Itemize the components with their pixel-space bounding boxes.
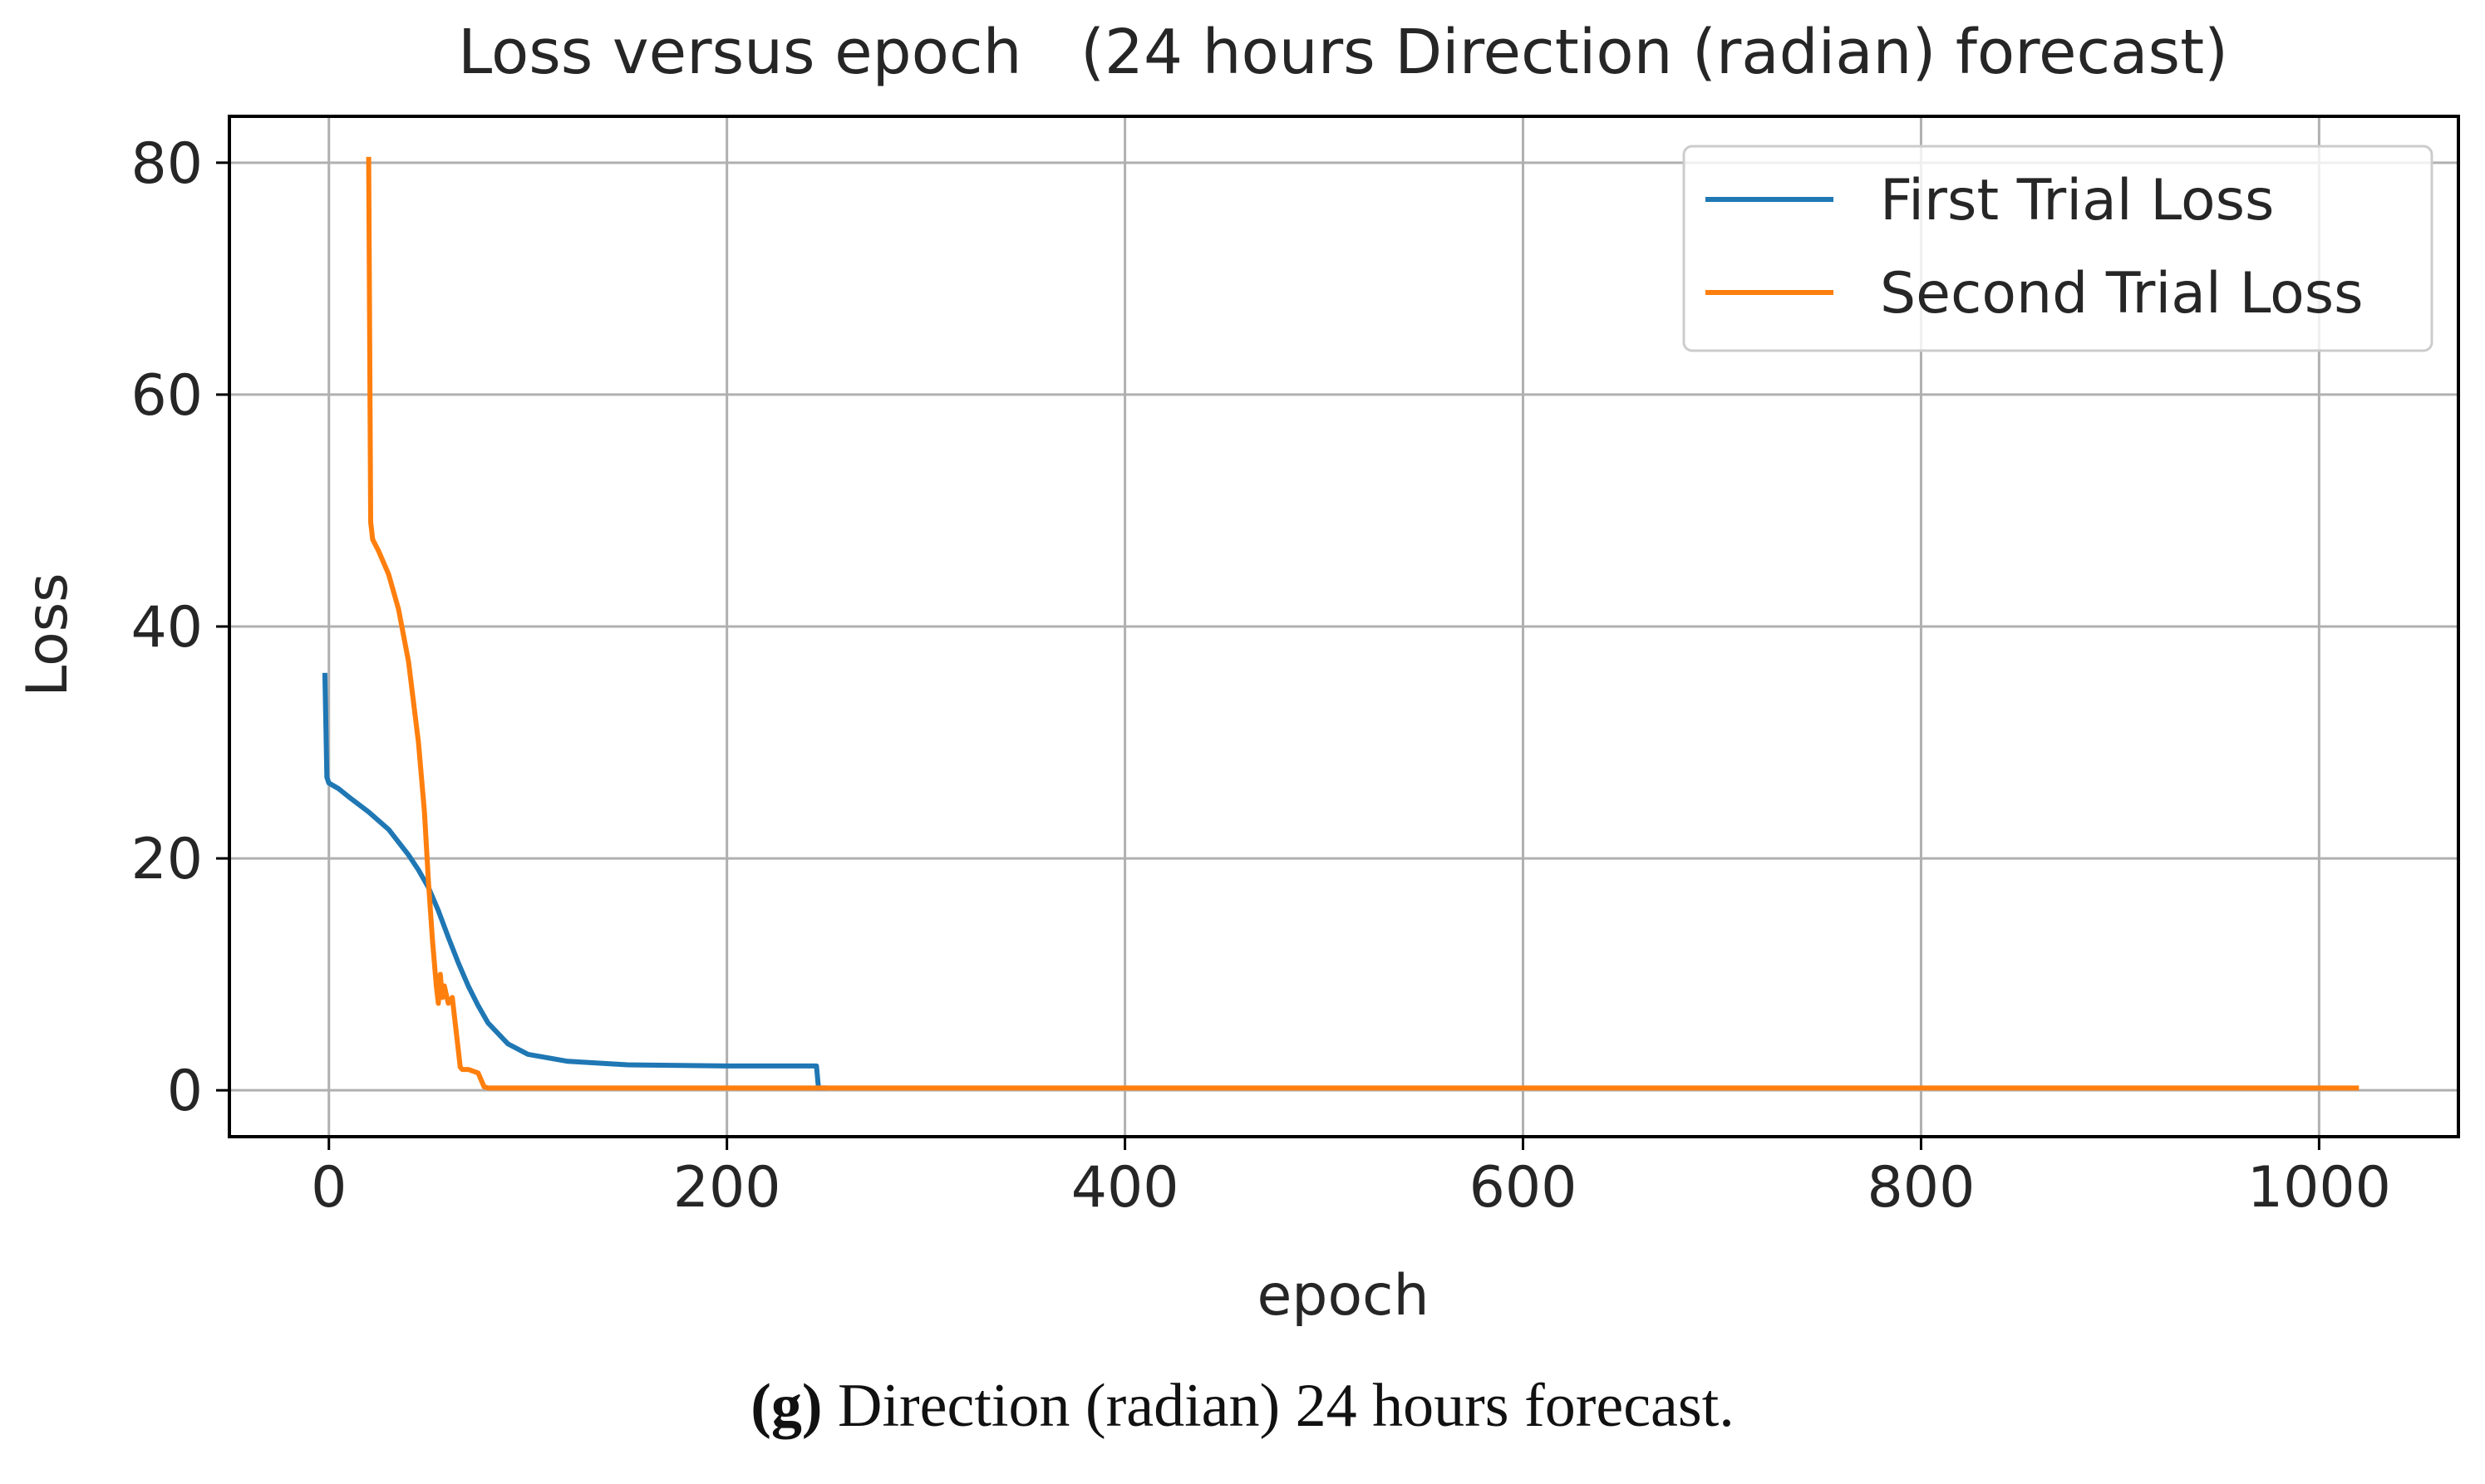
x-tick-label-1000: 1000: [2247, 1155, 2391, 1221]
caption-letter: (g): [750, 1372, 823, 1440]
y-axis-label: Loss: [15, 572, 81, 696]
legend-label-first-trial-loss: First Trial Loss: [1880, 168, 2274, 233]
legend-label-second-trial-loss: Second Trial Loss: [1880, 261, 2364, 327]
series-line-first-trial-loss: [322, 672, 827, 1091]
x-tick-label-800: 800: [1867, 1155, 1976, 1221]
plot-frame: [228, 115, 2460, 1138]
axis-ticks: 0 200 400 600 800 1000 0 20 40 60 80: [130, 131, 2390, 1221]
legend: First Trial Loss Second Trial Loss: [1682, 145, 2433, 352]
y-tick-label-80: 80: [130, 131, 203, 197]
x-tick-label-400: 400: [1071, 1155, 1179, 1221]
caption-text: Direction (radian) 24 hours forecast.: [822, 1372, 1735, 1440]
x-axis-label: epoch: [1257, 1263, 1429, 1329]
series-lines: [322, 156, 2360, 1091]
x-tick-label-200: 200: [673, 1155, 781, 1221]
y-tick-label-60: 60: [130, 363, 203, 429]
x-tick-label-600: 600: [1469, 1155, 1577, 1221]
y-tick-label-40: 40: [130, 595, 203, 661]
x-tick-label-0: 0: [311, 1155, 347, 1221]
y-tick-label-0: 0: [167, 1059, 203, 1124]
y-tick-label-20: 20: [130, 827, 203, 892]
figure-caption: (g) Direction (radian) 24 hours forecast…: [0, 1371, 2485, 1442]
legend-box: [1682, 145, 2433, 352]
chart-title: Loss versus epoch (24 hours Direction (r…: [458, 17, 2228, 88]
series-line-second-trial-loss: [366, 156, 2360, 1091]
